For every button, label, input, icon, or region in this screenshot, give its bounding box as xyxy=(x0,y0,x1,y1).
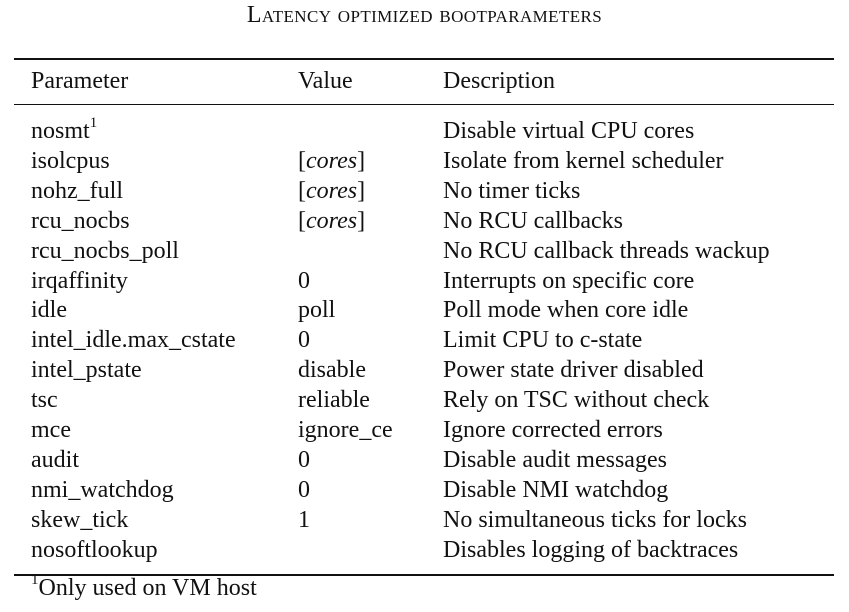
table-cell-value: 1 xyxy=(298,505,310,535)
value-text: ignore_ce xyxy=(298,417,393,443)
table-cell-value: 0 xyxy=(298,266,310,296)
value-italic-text: cores xyxy=(306,178,358,204)
table-cell-value: [cores] xyxy=(298,176,365,206)
value-text: 1 xyxy=(298,507,310,533)
table-cell-value: poll xyxy=(298,295,335,325)
parameter-text: nmi_watchdog xyxy=(31,477,174,503)
value-close-text: ] xyxy=(357,148,366,174)
table-caption: Latency optimized bootparameters xyxy=(246,2,603,28)
table-cell-parameter: idle xyxy=(31,295,67,325)
table-cell-parameter: isolcpus xyxy=(31,146,110,176)
parameter-text: rcu_nocbs_poll xyxy=(31,238,179,264)
table-cell-description: No simultaneous ticks for locks xyxy=(443,507,747,533)
value-text: [ xyxy=(298,148,306,174)
table-cell-value: ignore_ce xyxy=(298,415,393,445)
table-cell-description: Interrupts on specific core xyxy=(443,268,695,294)
table-cell-value: [cores] xyxy=(298,206,365,236)
table-cell-parameter: skew_tick xyxy=(31,505,128,535)
value-close-text: ] xyxy=(357,208,366,234)
table-cell-value: 0 xyxy=(298,325,310,355)
table-cell-description: Rely on TSC without check xyxy=(443,387,710,413)
value-text: 0 xyxy=(298,327,310,353)
table-cell-parameter: intel_pstate xyxy=(31,355,142,385)
table-cell-description: Disable NMI watchdog xyxy=(443,477,669,503)
column-header-description: Description xyxy=(443,68,555,94)
table-cell-description: Limit CPU to c-state xyxy=(443,327,643,353)
parameter-text: tsc xyxy=(31,387,58,413)
table-cell-parameter: audit xyxy=(31,445,79,475)
table-cell-parameter: intel_idle.max_cstate xyxy=(31,325,236,355)
value-text: 0 xyxy=(298,477,310,503)
table-cell-description: Disables logging of backtraces xyxy=(443,537,739,563)
parameter-text: isolcpus xyxy=(31,148,110,174)
footnote-text: Only used on VM host xyxy=(38,575,257,601)
table-cell-value: disable xyxy=(298,355,366,385)
value-text: disable xyxy=(298,357,366,383)
header-rule xyxy=(14,104,834,105)
table-cell-description: Power state driver disabled xyxy=(443,357,704,383)
table-cell-value: 0 xyxy=(298,475,310,505)
table-cell-parameter: nosoftlookup xyxy=(31,535,158,565)
value-text: [ xyxy=(298,178,306,204)
column-header-parameter: Parameter xyxy=(31,68,129,94)
parameter-text: intel_idle.max_cstate xyxy=(31,327,236,353)
table-cell-parameter: rcu_nocbs_poll xyxy=(31,236,179,266)
table-cell-description: Disable virtual CPU cores xyxy=(443,118,695,144)
value-close-text: ] xyxy=(357,178,366,204)
value-text: [ xyxy=(298,208,306,234)
top-rule xyxy=(14,58,834,60)
value-text: reliable xyxy=(298,387,370,413)
table-cell-parameter: nosmt1 xyxy=(31,116,97,146)
parameter-text: nohz_full xyxy=(31,178,123,204)
footnote-marker: 1 xyxy=(31,572,39,588)
table-cell-description: Isolate from kernel scheduler xyxy=(443,148,724,174)
parameter-text: irqaffinity xyxy=(31,268,128,294)
parameter-text: rcu_nocbs xyxy=(31,208,130,234)
value-italic-text: cores xyxy=(306,208,358,234)
table-cell-parameter: nohz_full xyxy=(31,176,123,206)
parameter-text: mce xyxy=(31,417,71,443)
table-cell-description: Disable audit messages xyxy=(443,447,667,473)
footnote: 1Only used on VM host xyxy=(31,573,257,603)
parameter-text: nosoftlookup xyxy=(31,537,158,563)
table-cell-parameter: tsc xyxy=(31,385,58,415)
table-cell-parameter: irqaffinity xyxy=(31,266,128,296)
table-cell-description: Poll mode when core idle xyxy=(443,297,689,323)
table-cell-description: No RCU callback threads wackup xyxy=(443,238,770,264)
parameter-text: audit xyxy=(31,447,79,473)
value-italic-text: cores xyxy=(306,148,358,174)
parameter-text: intel_pstate xyxy=(31,357,142,383)
parameter-text: skew_tick xyxy=(31,507,129,533)
column-header-value: Value xyxy=(298,68,353,94)
table-cell-description: Ignore corrected errors xyxy=(443,417,663,443)
table-cell-value: reliable xyxy=(298,385,370,415)
value-text: poll xyxy=(298,297,336,323)
table-cell-description: No RCU callbacks xyxy=(443,208,623,234)
parameter-text: idle xyxy=(31,297,67,323)
table-cell-parameter: nmi_watchdog xyxy=(31,475,174,505)
bottom-rule xyxy=(14,574,834,576)
table-cell-value: [cores] xyxy=(298,146,365,176)
parameter-text: nosmt xyxy=(31,118,90,144)
table-cell-parameter: mce xyxy=(31,415,71,445)
table-cell-parameter: rcu_nocbs xyxy=(31,206,130,236)
value-text: 0 xyxy=(298,268,310,294)
value-text: 0 xyxy=(298,447,310,473)
table-cell-description: No timer ticks xyxy=(443,178,581,204)
table-cell-value: 0 xyxy=(298,445,310,475)
footnote-reference-marker: 1 xyxy=(89,115,98,131)
